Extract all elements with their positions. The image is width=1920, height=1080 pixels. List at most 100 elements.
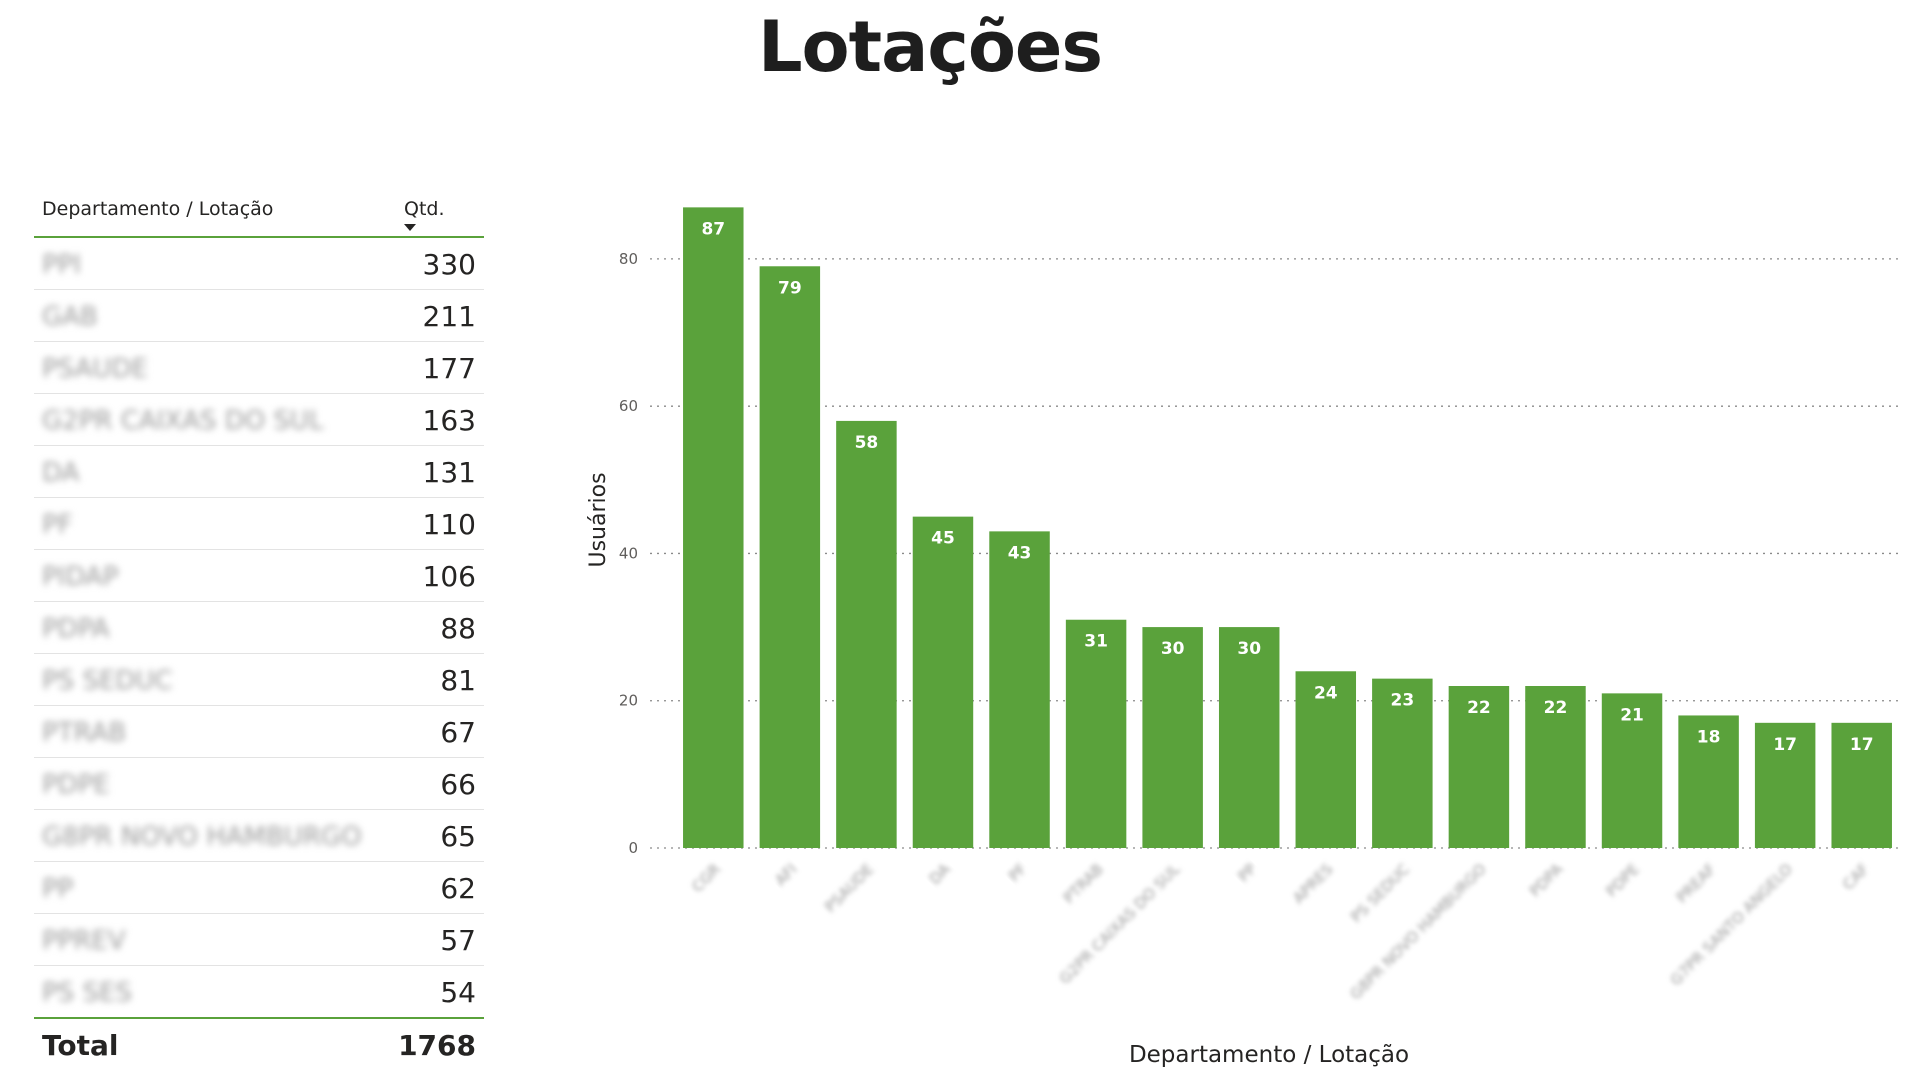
- chart-svg: 0 20 40 60 80 87 79 58 45 43 31 30 30 24 23 22 22 21 18 17…: [586, 207, 1900, 1068]
- row-quantity: 88: [440, 612, 476, 645]
- row-quantity: 131: [422, 456, 476, 489]
- total-value: 1768: [398, 1029, 476, 1062]
- table-total-row: Total 1768: [34, 1019, 484, 1075]
- bar[interactable]: [683, 207, 744, 848]
- y-axis-label: Usuários: [586, 472, 611, 567]
- bar[interactable]: [1218, 627, 1280, 848]
- x-tick-label: PSAUDE: [821, 860, 877, 916]
- table-row[interactable]: DA 131: [34, 446, 484, 498]
- x-tick-label: CGR: [688, 860, 724, 896]
- y-tick-label: 0: [628, 839, 638, 857]
- row-department: PDPE: [42, 770, 110, 800]
- bar-value-label: 30: [1237, 639, 1261, 659]
- row-department: GAB: [42, 302, 98, 332]
- row-department: PF: [42, 510, 73, 540]
- x-tick-label: DA: [926, 860, 954, 888]
- row-department: PIDAP: [42, 562, 119, 592]
- row-quantity: 57: [440, 924, 476, 957]
- y-tick-label: 20: [619, 692, 638, 710]
- bar-value-label: 58: [855, 433, 879, 453]
- x-tick-label: PP: [1235, 860, 1261, 886]
- x-tick-label: PS SEDUC: [1347, 860, 1413, 926]
- table-row[interactable]: PDPA 88: [34, 602, 484, 654]
- x-axis-label: Departamento / Lotação: [1129, 1042, 1409, 1068]
- bar[interactable]: [989, 531, 1050, 848]
- x-tick-label: PDPE: [1602, 860, 1642, 900]
- bar-value-label: 31: [1084, 632, 1108, 652]
- table-row[interactable]: PPI 330: [34, 238, 484, 290]
- row-quantity: 62: [440, 872, 476, 905]
- bar[interactable]: [1754, 722, 1816, 848]
- table-body: PPI 330 GAB 211 PSAUDE 177 G2PR CAIXAS DO SUL 1…: [34, 238, 484, 1019]
- row-department: PSAUDE: [42, 354, 148, 384]
- table-header: Departamento / Lotação Qtd.: [34, 188, 484, 238]
- table-row[interactable]: PS SES 54: [34, 966, 484, 1019]
- bar-value-label: 30: [1161, 639, 1185, 659]
- row-quantity: 66: [440, 768, 476, 801]
- table-row[interactable]: G8PR NOVO HAMBURGO 65: [34, 810, 484, 862]
- row-quantity: 106: [422, 560, 476, 593]
- row-quantity: 163: [422, 404, 476, 437]
- y-tick-label: 40: [619, 544, 638, 562]
- table-row[interactable]: GAB 211: [34, 290, 484, 342]
- column-header-department[interactable]: Departamento / Lotação: [42, 198, 274, 220]
- bar[interactable]: [836, 420, 897, 848]
- bar[interactable]: [1295, 671, 1357, 848]
- row-quantity: 54: [440, 976, 476, 1009]
- sort-descending-icon[interactable]: [404, 224, 416, 231]
- total-label: Total: [42, 1029, 119, 1062]
- row-department: G8PR NOVO HAMBURGO: [42, 822, 362, 852]
- lotacoes-bar-chart: 0 20 40 60 80 87 79 58 45 43 31 30 30 24 23 22 22 21 18 17…: [560, 180, 1900, 1080]
- bar-value-label: 17: [1850, 735, 1874, 755]
- row-department: PS SES: [42, 978, 132, 1008]
- bar[interactable]: [1142, 627, 1203, 848]
- x-tick-label: PTRAB: [1060, 860, 1107, 907]
- bar[interactable]: [1678, 715, 1739, 848]
- bar[interactable]: [1831, 722, 1892, 848]
- bar[interactable]: [1065, 619, 1127, 848]
- y-tick-label: 80: [619, 250, 638, 268]
- table-row[interactable]: PF 110: [34, 498, 484, 550]
- row-quantity: 65: [440, 820, 476, 853]
- y-axis-ticks: 0 20 40 60 80: [619, 250, 638, 857]
- table-row[interactable]: PSAUDE 177: [34, 342, 484, 394]
- row-department: G2PR CAIXAS DO SUL: [42, 406, 324, 436]
- bar-value-label: 45: [931, 529, 955, 549]
- x-tick-label: CAF: [1839, 860, 1872, 893]
- row-quantity: 110: [422, 508, 476, 541]
- bar-value-label: 24: [1314, 683, 1338, 703]
- column-header-quantity[interactable]: Qtd.: [404, 198, 445, 220]
- bar-value-label: 79: [778, 278, 802, 298]
- row-quantity: 177: [422, 352, 476, 385]
- row-department: PPREV: [42, 926, 126, 956]
- row-department: PPI: [42, 250, 82, 280]
- table-row[interactable]: PTRAB 67: [34, 706, 484, 758]
- row-quantity: 211: [422, 300, 476, 333]
- bar-value-label: 22: [1544, 698, 1568, 718]
- bar-value-label: 87: [701, 219, 725, 239]
- table-row[interactable]: PDPE 66: [34, 758, 484, 810]
- x-tick-label: PF: [1005, 860, 1030, 885]
- x-tick-label: PDPA: [1526, 860, 1567, 901]
- table-row[interactable]: PPREV 57: [34, 914, 484, 966]
- bar[interactable]: [1372, 678, 1433, 848]
- table-row[interactable]: PP 62: [34, 862, 484, 914]
- y-tick-label: 60: [619, 397, 638, 415]
- bar[interactable]: [1448, 686, 1510, 848]
- x-tick-label: APRES: [1289, 860, 1336, 907]
- table-row[interactable]: PIDAP 106: [34, 550, 484, 602]
- x-tick-label: PREAF: [1673, 860, 1720, 907]
- row-quantity: 67: [440, 716, 476, 749]
- table-row[interactable]: G2PR CAIXAS DO SUL 163: [34, 394, 484, 446]
- row-department: PS SEDUC: [42, 666, 173, 696]
- bar[interactable]: [759, 266, 821, 849]
- bar[interactable]: [1601, 693, 1663, 848]
- row-department: PDPA: [42, 614, 110, 644]
- bar[interactable]: [912, 516, 974, 848]
- x-tick-label: AFI: [771, 860, 800, 889]
- row-department: PP: [42, 874, 74, 904]
- bar[interactable]: [1525, 686, 1586, 848]
- row-quantity: 81: [440, 664, 476, 697]
- table-row[interactable]: PS SEDUC 81: [34, 654, 484, 706]
